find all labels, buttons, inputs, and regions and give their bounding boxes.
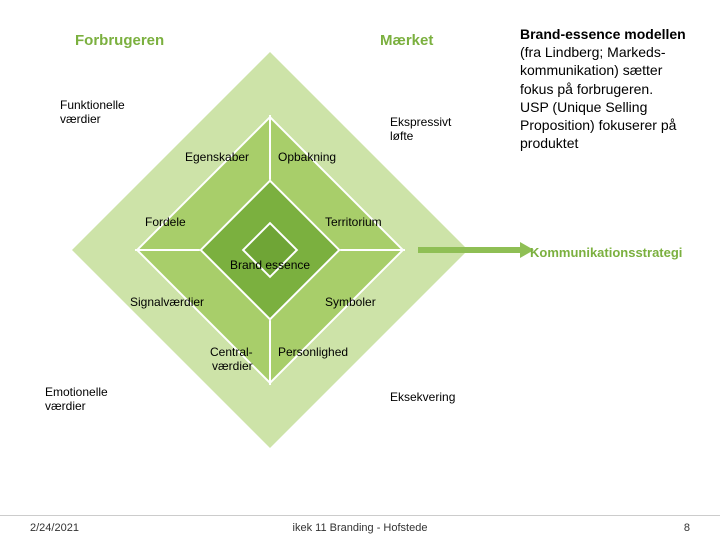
text-line2: USP (Unique Selling Proposition) fokuser… bbox=[520, 99, 676, 151]
label-territorium: Territorium bbox=[325, 215, 382, 229]
heading-maerket: Mærket bbox=[380, 32, 433, 50]
text-panel: Brand-essence modellen (fra Lindberg; Ma… bbox=[520, 25, 690, 152]
footer-center: ikek 11 Branding - Hofstede bbox=[293, 522, 428, 534]
label-ekspressivt-loefte: Ekspressivt løfte bbox=[390, 115, 451, 144]
text-rest: (fra Lindberg; Markeds-kommunikation) sæ… bbox=[520, 44, 666, 96]
label-emotionelle-vaerdier: Emotionelle værdier bbox=[45, 385, 108, 414]
diagram-area: Forbrugeren Mærket Funktionelle værdier … bbox=[20, 20, 500, 470]
label-symboler: Symboler bbox=[325, 295, 376, 309]
footer-date: 2/24/2021 bbox=[30, 522, 79, 534]
label-fordele: Fordele bbox=[145, 215, 186, 229]
label-brand-essence: Brand essence bbox=[230, 258, 310, 272]
label-kommunikationsstrategi: Kommunikationsstrategi bbox=[530, 245, 682, 260]
footer: 2/24/2021 ikek 11 Branding - Hofstede 8 bbox=[0, 515, 720, 522]
label-eksekvering: Eksekvering bbox=[390, 390, 455, 404]
label-personlighed: Personlighed bbox=[278, 345, 348, 359]
label-opbakning: Opbakning bbox=[278, 150, 336, 164]
label-signalvaerdier: Signalværdier bbox=[130, 295, 204, 309]
label-funktionelle-vaerdier: Funktionelle værdier bbox=[60, 98, 125, 127]
heading-forbrugeren: Forbrugeren bbox=[75, 32, 164, 50]
footer-page: 8 bbox=[684, 522, 690, 534]
label-centralvaerdier: Central- værdier bbox=[210, 345, 253, 374]
text-bold: Brand-essence modellen bbox=[520, 26, 686, 42]
label-egenskaber: Egenskaber bbox=[185, 150, 249, 164]
